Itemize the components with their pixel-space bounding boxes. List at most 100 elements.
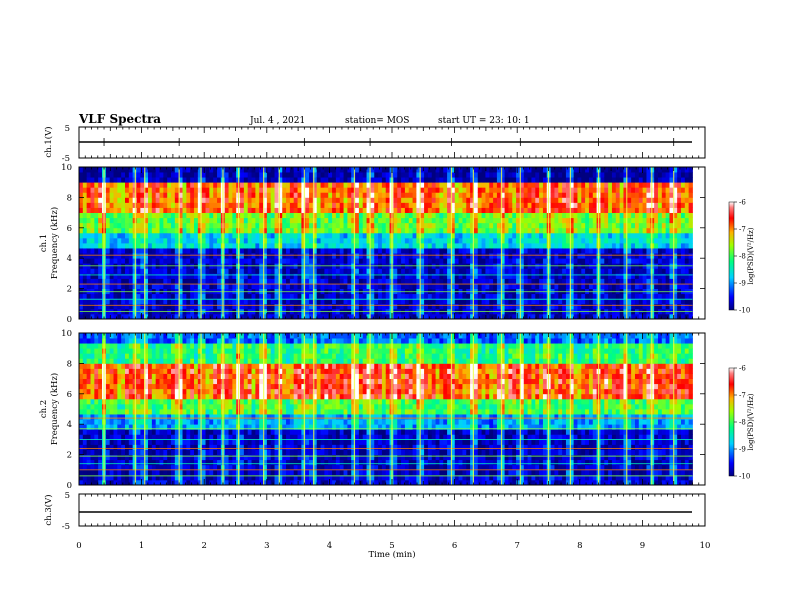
ch1-spectrogram-cell xyxy=(301,182,305,187)
ch1-spectrogram-cell xyxy=(160,208,164,213)
ch1-spectrogram-cell xyxy=(455,202,459,207)
ch1-spectrogram-cell xyxy=(512,182,516,187)
ch1-spectrogram-cell xyxy=(129,294,133,299)
ch1-spectrogram-cell xyxy=(566,197,570,202)
ch1-spectrogram-cell xyxy=(217,172,221,177)
ch1-spectrogram-cell xyxy=(639,304,643,309)
ch1-spectrogram-cell xyxy=(539,213,543,218)
ch1-spectrogram-cell xyxy=(217,208,221,213)
ch1-spectrogram-cell xyxy=(512,223,516,228)
ch1-spectrogram-cell xyxy=(321,197,325,202)
ch1-spectrogram-cell xyxy=(271,187,275,192)
ch1-spectrogram-cell xyxy=(420,187,424,192)
ch1-spectrogram-cell xyxy=(114,268,118,273)
ch1-spectrogram-cell xyxy=(436,294,440,299)
ch1-spectrogram-cell xyxy=(317,304,321,309)
ch1-spectrogram-cell xyxy=(528,172,532,177)
ch1-spectrogram-cell xyxy=(290,233,294,238)
ch1-spectrogram-cell xyxy=(140,304,144,309)
ch1-spectrogram-cell xyxy=(106,238,110,243)
ch1-spectrogram-cell xyxy=(608,197,612,202)
ch1-spectrogram-cell xyxy=(225,208,229,213)
ch1-spectrogram-cell xyxy=(140,294,144,299)
ch1-spectrogram-cell xyxy=(255,208,259,213)
ch1-spectrogram-cell xyxy=(160,258,164,263)
ch1-spectrogram-cell xyxy=(455,294,459,299)
ch1-spectrogram-cell xyxy=(186,243,190,248)
ch1-spectrogram-cell xyxy=(669,223,673,228)
ch1-spectrogram-cell xyxy=(294,268,298,273)
ch1-spectrogram-cell xyxy=(332,238,336,243)
ch1-spectrogram-cell xyxy=(650,223,654,228)
ch1-spectrogram-cell xyxy=(685,258,689,263)
ch1-spectrogram-cell xyxy=(298,192,302,197)
ch1-spectrogram-cell xyxy=(497,208,501,213)
ch1-spectrogram-cell xyxy=(409,294,413,299)
ch1-spectrogram-cell xyxy=(209,172,213,177)
ch1-spectrogram-cell xyxy=(485,172,489,177)
ch1-spectrogram-cell xyxy=(106,273,110,278)
ch1-spectrogram-cell xyxy=(478,238,482,243)
ch1-spectrogram-cell xyxy=(106,258,110,263)
ch1-spectrogram-cell xyxy=(539,233,543,238)
ch1-spectrogram-cell xyxy=(436,278,440,283)
ch1-spectrogram-cell xyxy=(685,243,689,248)
ch1-spectrogram-cell xyxy=(140,238,144,243)
ch1-spectrogram-cell xyxy=(474,248,478,253)
ch1-spectrogram-cell xyxy=(397,248,401,253)
ch1-spectrogram-cell xyxy=(662,213,666,218)
ch1-spectrogram-cell xyxy=(363,192,367,197)
ch1-spectrogram-cell xyxy=(658,238,662,243)
ch1-spectrogram-cell xyxy=(681,233,685,238)
ch1-spectrogram-cell xyxy=(83,273,87,278)
ch1-spectrogram-cell xyxy=(209,243,213,248)
ch1-spectrogram-cell xyxy=(213,187,217,192)
ch1-spectrogram-cell xyxy=(98,258,102,263)
ch1-spectrogram-cell xyxy=(631,243,635,248)
ch1-spectrogram-cell xyxy=(344,182,348,187)
ch1-spectrogram-cell xyxy=(290,238,294,243)
ch1-spectrogram-cell xyxy=(186,294,190,299)
ch1-spectrogram-cell xyxy=(298,294,302,299)
ch1-spectrogram-cell xyxy=(275,228,279,233)
ch1-spectrogram-cell xyxy=(466,268,470,273)
ch1-spectrogram-cell xyxy=(286,233,290,238)
ch1-spectrogram-cell xyxy=(282,253,286,258)
ch1-spectrogram-cell xyxy=(209,273,213,278)
ch1-spectrogram-cell xyxy=(581,172,585,177)
ch1-spectrogram-cell xyxy=(248,172,252,177)
ch1-spectrogram-cell xyxy=(79,268,83,273)
ch1-spectrogram-cell xyxy=(413,294,417,299)
ch1-spectrogram-cell xyxy=(244,182,248,187)
ch1-spectrogram-cell xyxy=(566,253,570,258)
ch1-spectrogram-cell xyxy=(255,197,259,202)
ch1-spectrogram-cell xyxy=(512,197,516,202)
ch1-spectrogram-cell xyxy=(397,258,401,263)
ch1-spectrogram-cell xyxy=(535,223,539,228)
ch1-spectrogram-cell xyxy=(428,253,432,258)
ch1-spectrogram-cell xyxy=(600,253,604,258)
ch1-spectrogram-cell xyxy=(225,253,229,258)
ch1-spectrogram-cell xyxy=(137,177,141,182)
ch1-spectrogram-cell xyxy=(631,218,635,223)
ch1-spectrogram-cell xyxy=(359,213,363,218)
ch1-spectrogram-cell xyxy=(121,213,125,218)
ch1-spectrogram-cell xyxy=(317,177,321,182)
ch1-spectrogram-cell xyxy=(282,248,286,253)
ch1-spectrogram-cell xyxy=(340,238,344,243)
ch1-spectrogram-cell xyxy=(508,233,512,238)
ch1-spectrogram-cell xyxy=(363,208,367,213)
ch1-spectrogram-cell xyxy=(447,182,451,187)
ch1-spectrogram-cell xyxy=(282,273,286,278)
ch1-spectrogram-cell xyxy=(286,223,290,228)
ch1-spectrogram-cell xyxy=(505,172,509,177)
ch1-spectrogram-cell xyxy=(462,304,466,309)
ch1-spectrogram-cell xyxy=(516,233,520,238)
ch1-spectrogram-cell xyxy=(409,182,413,187)
ch1-spectrogram-cell xyxy=(554,187,558,192)
ch1-spectrogram-cell xyxy=(654,304,658,309)
ch1-spectrogram-cell xyxy=(275,197,279,202)
ch1-spectrogram-cell xyxy=(363,172,367,177)
ch1-spectrogram-cell xyxy=(428,243,432,248)
ch1-spectrogram-cell xyxy=(677,197,681,202)
